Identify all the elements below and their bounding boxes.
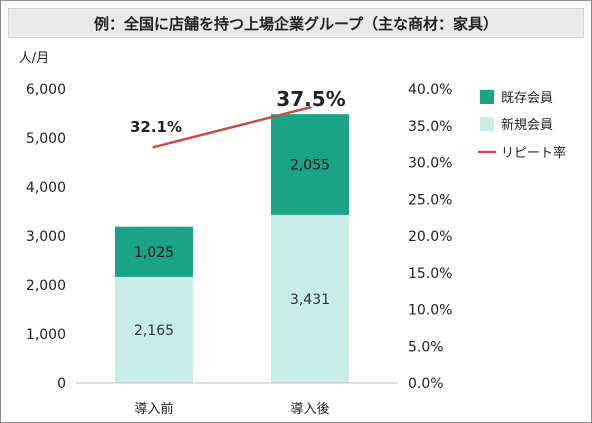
left-axis-tick-label: 5,000 <box>26 131 66 147</box>
legend-swatch <box>480 90 494 104</box>
bar-data-label: 3,431 <box>290 292 330 308</box>
repeat-rate-point <box>308 105 312 109</box>
legend-label: リピート率 <box>501 145 566 161</box>
bar-segment <box>271 114 349 215</box>
bar-segment <box>115 276 193 383</box>
repeat-rate-line <box>153 106 311 149</box>
legend-label: 新規会員 <box>501 117 553 133</box>
repeat-rate-point <box>152 145 156 149</box>
bar-segment <box>271 214 349 383</box>
right-axis-tick-label: 0.0% <box>408 376 444 392</box>
right-axis-tick-label: 25.0% <box>408 192 452 208</box>
bar-segment <box>115 226 193 277</box>
right-axis-tick-label: 5.0% <box>408 339 444 355</box>
line-data-label: 32.1% <box>130 118 182 136</box>
bar-data-label: 2,165 <box>134 323 174 339</box>
line-data-label: 37.5% <box>276 87 345 111</box>
right-axis-tick-label: 10.0% <box>408 303 452 319</box>
left-axis-unit-label: 人/月 <box>19 51 49 66</box>
bar-data-label: 2,055 <box>290 158 330 174</box>
right-axis-tick-label: 30.0% <box>408 156 452 172</box>
category-label: 導入後 <box>290 402 329 417</box>
right-axis-tick-label: 35.0% <box>408 119 452 135</box>
bar-data-label: 1,025 <box>134 245 174 261</box>
left-axis-tick-label: 0 <box>57 376 66 392</box>
legend-label: 既存会員 <box>501 91 553 106</box>
left-axis-tick-label: 2,000 <box>26 278 66 294</box>
legend-swatch <box>480 117 494 131</box>
right-axis-tick-label: 15.0% <box>408 266 452 282</box>
right-axis-tick-label: 40.0% <box>408 82 452 98</box>
left-axis-tick-label: 3,000 <box>26 229 66 245</box>
right-axis-tick-label: 20.0% <box>408 229 452 245</box>
category-label: 導入前 <box>134 401 173 417</box>
left-axis-tick-label: 4,000 <box>26 180 66 196</box>
left-axis-tick-label: 1,000 <box>26 327 66 343</box>
left-axis-tick-label: 6,000 <box>26 82 66 98</box>
chart-title: 例：全国に店舗を持つ上場企業グループ（主な商材：家具） <box>8 8 584 38</box>
